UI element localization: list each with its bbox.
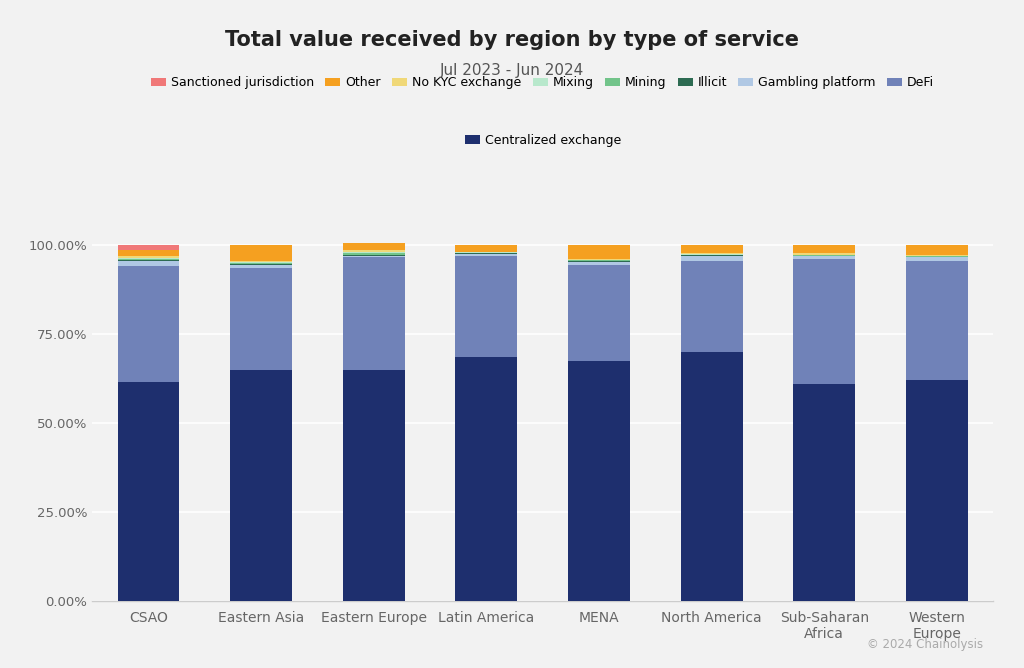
Bar <box>343 256 404 257</box>
Bar <box>794 256 855 257</box>
Bar <box>230 261 292 263</box>
Bar <box>343 250 404 252</box>
Bar <box>118 261 179 267</box>
Bar <box>343 252 404 253</box>
Bar <box>118 245 179 250</box>
Legend: Centralized exchange: Centralized exchange <box>460 129 626 152</box>
Bar <box>681 261 742 352</box>
Bar <box>906 257 968 261</box>
Bar <box>230 245 292 261</box>
Bar <box>568 245 630 259</box>
Bar <box>794 245 855 253</box>
Bar <box>343 369 404 601</box>
Bar <box>343 253 404 255</box>
Bar <box>118 250 179 256</box>
Bar <box>118 382 179 601</box>
Bar <box>794 257 855 259</box>
Bar <box>681 352 742 601</box>
Bar <box>343 243 404 250</box>
Bar <box>681 255 742 256</box>
Bar <box>456 253 517 254</box>
Bar <box>118 256 179 259</box>
Bar <box>906 380 968 601</box>
Text: © 2024 Chainolysis: © 2024 Chainolysis <box>867 639 983 651</box>
Bar <box>230 265 292 268</box>
Bar <box>230 263 292 264</box>
Bar <box>230 268 292 369</box>
Bar <box>794 253 855 255</box>
Bar <box>230 369 292 601</box>
Bar <box>118 260 179 261</box>
Bar <box>906 261 968 380</box>
Bar <box>118 267 179 382</box>
Bar <box>456 256 517 357</box>
Bar <box>456 254 517 256</box>
Bar <box>343 257 404 369</box>
Bar <box>681 245 742 253</box>
Bar <box>681 256 742 261</box>
Bar <box>343 255 404 256</box>
Bar <box>794 384 855 601</box>
Text: Jul 2023 - Jun 2024: Jul 2023 - Jun 2024 <box>440 63 584 78</box>
Bar <box>906 255 968 256</box>
Bar <box>230 264 292 265</box>
Bar <box>456 245 517 252</box>
Bar <box>794 259 855 384</box>
Bar <box>456 357 517 601</box>
Bar <box>568 262 630 265</box>
Bar <box>568 261 630 262</box>
Bar <box>456 252 517 253</box>
Bar <box>568 361 630 601</box>
Bar <box>906 245 968 255</box>
Bar <box>568 265 630 361</box>
Text: Total value received by region by type of service: Total value received by region by type o… <box>225 30 799 50</box>
Bar <box>118 259 179 260</box>
Bar <box>681 253 742 255</box>
Bar <box>568 259 630 260</box>
